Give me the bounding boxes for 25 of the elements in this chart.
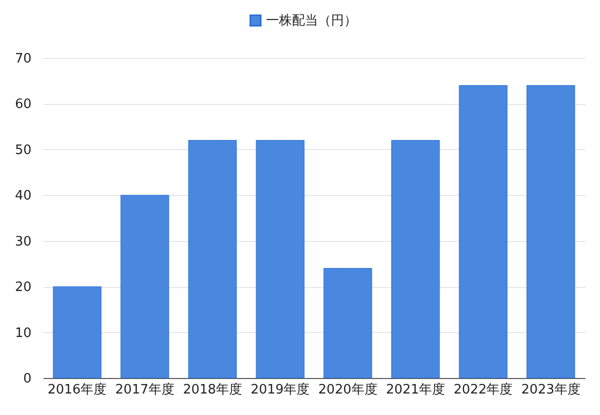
y-tick-label: 50 (14, 142, 32, 158)
bar (188, 140, 237, 378)
x-tick-label: 2022年度 (454, 382, 513, 398)
y-tick-label: 30 (14, 234, 32, 250)
bar (526, 85, 576, 378)
x-tick-label: 2018年度 (182, 382, 242, 398)
bar (120, 194, 170, 378)
bar (52, 286, 102, 378)
y-tick-label: 20 (14, 280, 32, 296)
x-tick-label: 2017年度 (115, 382, 174, 398)
bar (391, 140, 440, 378)
bar (256, 140, 304, 378)
y-tick-label: 60 (14, 97, 32, 112)
y-tick-label: 70 (14, 52, 32, 66)
x-tick-label: 2023年度 (521, 382, 580, 398)
x-tick-label: 2021年度 (386, 382, 446, 398)
bar (324, 268, 372, 378)
x-tick-label: 2020年度 (318, 382, 378, 398)
y-tick-label: 0 (23, 372, 32, 386)
y-tick-label: 40 (14, 188, 32, 204)
legend-label: 一株配当（円） (266, 14, 357, 28)
x-tick-label: 2016年度 (48, 382, 107, 398)
bar (458, 85, 508, 378)
x-tick-label: 2019年度 (250, 382, 310, 398)
y-tick-label: 10 (14, 326, 32, 341)
